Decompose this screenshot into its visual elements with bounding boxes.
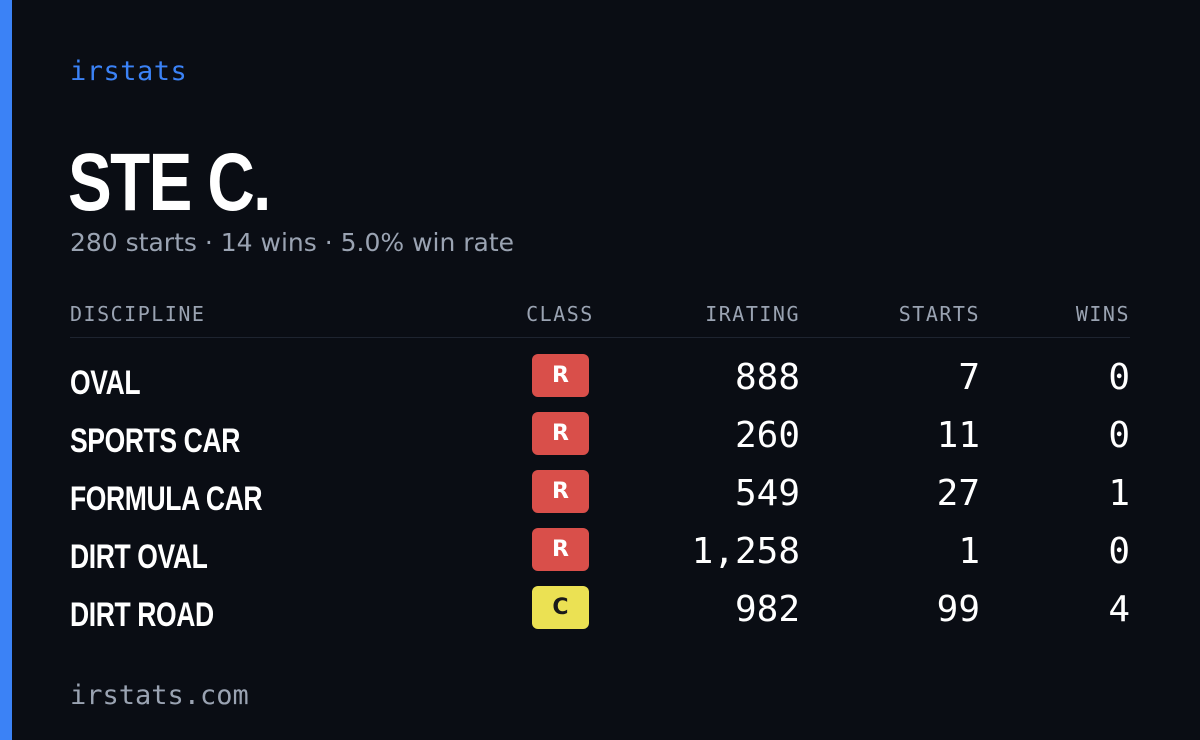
class-badge: R <box>532 412 589 455</box>
wins-value: 0 <box>1108 415 1130 456</box>
table-row: SPORTS CAR R 260 11 0 <box>70 410 1130 468</box>
wins-value: 0 <box>1108 357 1130 398</box>
header-class: CLASS <box>526 302 594 326</box>
header-irating: IRATING <box>705 302 800 326</box>
starts-value: 27 <box>936 473 980 514</box>
header-starts: STARTS <box>898 302 980 326</box>
wins-value: 0 <box>1108 531 1130 572</box>
irating-value: 260 <box>734 415 800 456</box>
wins-value: 4 <box>1108 589 1130 630</box>
irating-value: 982 <box>734 589 800 630</box>
discipline-name: OVAL <box>70 364 141 402</box>
starts-value: 11 <box>936 415 980 456</box>
class-badge: R <box>532 470 589 513</box>
driver-name: STE C. <box>68 137 271 228</box>
table-row: FORMULA CAR R 549 27 1 <box>70 468 1130 526</box>
table-row: DIRT OVAL R 1,258 1 0 <box>70 526 1130 584</box>
brand-logo: irstats <box>70 56 188 87</box>
irating-value: 549 <box>734 473 800 514</box>
discipline-name: FORMULA CAR <box>70 480 263 518</box>
driver-summary: 280 starts · 14 wins · 5.0% win rate <box>70 228 515 257</box>
starts-value: 99 <box>936 589 980 630</box>
starts-value: 1 <box>958 531 980 572</box>
table-header: DISCIPLINE CLASS IRATING STARTS WINS <box>70 300 1130 338</box>
class-badge: C <box>532 586 589 629</box>
table-row: OVAL R 888 7 0 <box>70 352 1130 410</box>
class-badge: R <box>532 354 589 397</box>
discipline-name: SPORTS CAR <box>70 422 240 460</box>
footer-url[interactable]: irstats.com <box>70 680 249 711</box>
accent-bar <box>0 0 12 740</box>
discipline-name: DIRT ROAD <box>70 596 214 634</box>
table-row: DIRT ROAD C 982 99 4 <box>70 584 1130 642</box>
header-wins: WINS <box>1075 302 1130 326</box>
irating-value: 1,258 <box>691 531 800 572</box>
wins-value: 1 <box>1108 473 1130 514</box>
discipline-name: DIRT OVAL <box>70 538 208 576</box>
class-badge: R <box>532 528 589 571</box>
irating-value: 888 <box>734 357 800 398</box>
starts-value: 7 <box>958 357 980 398</box>
header-discipline: DISCIPLINE <box>70 302 206 326</box>
